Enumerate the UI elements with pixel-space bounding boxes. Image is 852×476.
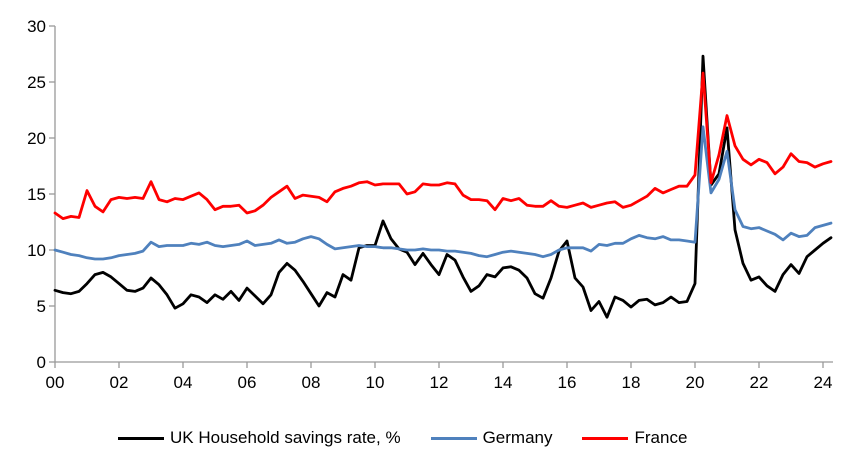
y-tick-label: 15 <box>27 185 46 204</box>
x-tick-label: 24 <box>814 373 833 392</box>
germany-line-swatch <box>430 436 477 440</box>
x-tick-label: 14 <box>494 373 513 392</box>
y-tick-label: 30 <box>27 17 46 36</box>
legend-label-uk: UK Household savings rate, % <box>170 428 401 447</box>
series-line-germany <box>53 125 833 261</box>
x-tick-label: 04 <box>174 373 193 392</box>
legend: UK Household savings rate, % Germany Fra… <box>118 426 687 450</box>
y-tick-label: 0 <box>37 353 46 372</box>
x-tick-label: 08 <box>302 373 321 392</box>
y-tick-label: 20 <box>27 129 46 148</box>
x-tick-label: 00 <box>46 373 65 392</box>
x-tick-label: 20 <box>686 373 705 392</box>
series-lines <box>53 54 833 319</box>
x-tick-label: 22 <box>750 373 769 392</box>
legend-item-france: France <box>582 426 687 450</box>
x-tick-label: 02 <box>110 373 129 392</box>
x-tick-label: 16 <box>558 373 577 392</box>
y-tick-label: 5 <box>37 297 46 316</box>
y-tick-label: 25 <box>27 73 46 92</box>
y-axis: 0 5 10 15 20 25 30 <box>27 17 56 372</box>
legend-label-france: France <box>634 428 688 447</box>
legend-item-germany: Germany <box>430 426 553 450</box>
legend-item-uk: UK Household savings rate, % <box>118 426 401 450</box>
x-tick-label: 10 <box>366 373 385 392</box>
france-line-swatch <box>582 436 629 440</box>
series-line-france <box>53 71 833 221</box>
y-tick-label: 10 <box>27 241 46 260</box>
x-tick-label: 12 <box>430 373 449 392</box>
x-tick-label: 06 <box>238 373 257 392</box>
x-axis: 00 02 04 06 08 10 12 14 16 18 20 22 24 <box>46 361 833 392</box>
x-tick-label: 18 <box>622 373 641 392</box>
legend-label-germany: Germany <box>482 428 553 447</box>
uk-line-swatch <box>118 436 164 440</box>
